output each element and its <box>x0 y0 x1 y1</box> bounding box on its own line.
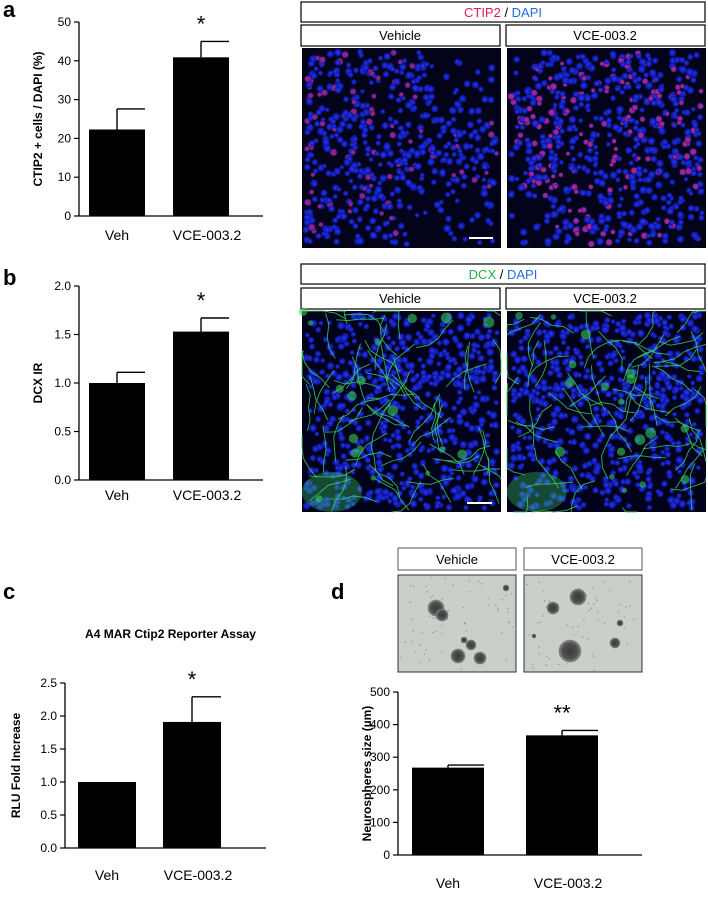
micro-d-header: Vehicle VCE-003.2 <box>397 547 643 571</box>
chart-b-dcx-quantification: 0.0 0.5 1.0 1.5 2.0 DCX IR Veh VCE-003.2 * <box>31 279 263 503</box>
svg-text:CTIP2 / DAPI: CTIP2 / DAPI <box>464 5 542 20</box>
y-tick-label: 40 <box>58 54 72 68</box>
y-tick-label: 1.0 <box>40 775 57 789</box>
dcx-sep: / <box>496 267 507 282</box>
category-label: Veh <box>436 875 460 891</box>
bar-vce-003-2 <box>526 735 598 855</box>
y-tick-label: 400 <box>370 718 390 732</box>
micro-d-treated-label: VCE-003.2 <box>551 552 615 567</box>
category-label: Veh <box>105 487 129 503</box>
y-tick-label: 0 <box>383 848 390 862</box>
category-label: Veh <box>95 867 119 883</box>
category-label: VCE-003.2 <box>164 867 233 883</box>
y-tick-label: 200 <box>370 783 390 797</box>
category-label: Veh <box>105 227 129 243</box>
micro-d-treated-image <box>523 574 643 673</box>
panel-label-c: c <box>3 579 15 604</box>
category-label: VCE-003.2 <box>173 227 242 243</box>
ctip2-sep: / <box>501 5 512 20</box>
panel-label-a: a <box>3 0 16 22</box>
significance-marker: * <box>197 288 206 313</box>
micro-d-vehicle-label: Vehicle <box>436 552 478 567</box>
bar-veh <box>78 782 136 848</box>
y-tick-label: 1.5 <box>54 328 71 342</box>
svg-text:DCX / DAPI: DCX / DAPI <box>469 267 538 282</box>
ctip2-label: CTIP2 <box>464 5 501 20</box>
chart-title-c: A4 MAR Ctip2 Reporter Assay <box>85 627 256 641</box>
y-tick-label: 0.5 <box>40 808 57 822</box>
y-tick-label: 2.0 <box>40 709 57 723</box>
y-tick-label: 2.5 <box>40 676 57 690</box>
chart-c-reporter-assay: 0.0 0.5 1.0 1.5 2.0 2.5 RLU Fold Increase A4 MA… <box>9 627 266 883</box>
y-tick-label: 2.0 <box>54 279 71 293</box>
y-tick-label: 300 <box>370 750 390 764</box>
micro-a-treated-label: VCE-003.2 <box>573 28 637 43</box>
significance-marker: ** <box>553 700 571 725</box>
y-tick-label: 30 <box>58 93 72 107</box>
micro-a-vehicle-image <box>302 48 501 248</box>
micro-b-treated-label: VCE-003.2 <box>573 291 637 306</box>
panel-label-d: d <box>331 579 344 604</box>
y-tick-label: 0.0 <box>54 473 71 487</box>
y-axis-label-d: Neurospheres size (µm) <box>360 706 374 842</box>
micro-a-treated-image <box>507 48 706 248</box>
micro-b-header: DCX / DAPI Vehicle VCE-003.2 <box>300 263 706 310</box>
y-tick-label: 20 <box>58 131 72 145</box>
dcx-label: DCX <box>469 267 497 282</box>
micro-b-treated-image <box>506 310 707 513</box>
category-label: VCE-003.2 <box>534 875 603 891</box>
micro-a-header: CTIP2 / DAPI Vehicle VCE-003.2 <box>300 1 706 47</box>
bar-vce-003-2 <box>173 331 229 480</box>
category-label: VCE-003.2 <box>173 487 242 503</box>
bar-vce-003-2 <box>173 57 229 216</box>
dapi-label-b: DAPI <box>507 267 537 282</box>
y-tick-label: 1.0 <box>54 376 71 390</box>
micro-a-vehicle-label: Vehicle <box>379 28 421 43</box>
y-tick-label: 0.5 <box>54 425 71 439</box>
y-tick-label: 500 <box>370 685 390 699</box>
y-axis-label-a: CTIP2 + cells / DAPI (%) <box>31 51 45 186</box>
micro-b-vehicle-label: Vehicle <box>379 291 421 306</box>
y-axis-label-b: DCX IR <box>31 362 45 403</box>
y-tick-label: 0 <box>64 209 71 223</box>
chart-a-ctip2-quantification: 0 10 20 30 40 50 CTIP2 + cells / DAPI (%) Veh VC… <box>31 11 263 243</box>
significance-marker: * <box>188 667 197 692</box>
bar-veh <box>89 383 145 480</box>
y-tick-label: 50 <box>58 15 72 29</box>
bar-veh <box>89 129 145 216</box>
bar-veh <box>412 767 484 855</box>
panel-label-b: b <box>3 265 16 290</box>
dapi-label: DAPI <box>512 5 542 20</box>
y-tick-label: 1.5 <box>40 742 57 756</box>
micro-d-vehicle-image <box>397 574 517 673</box>
chart-d-neurosphere-size: 0 100 200 300 400 500 Neurospheres size (µm) Ve… <box>360 685 642 891</box>
bar-vce-003-2 <box>163 721 221 848</box>
y-tick-label: 0.0 <box>40 841 57 855</box>
significance-marker: * <box>197 11 206 36</box>
y-axis-label-c: RLU Fold Increase <box>9 712 23 818</box>
micro-b-vehicle-image <box>298 307 502 513</box>
y-tick-label: 10 <box>58 170 72 184</box>
y-tick-label: 100 <box>370 815 390 829</box>
